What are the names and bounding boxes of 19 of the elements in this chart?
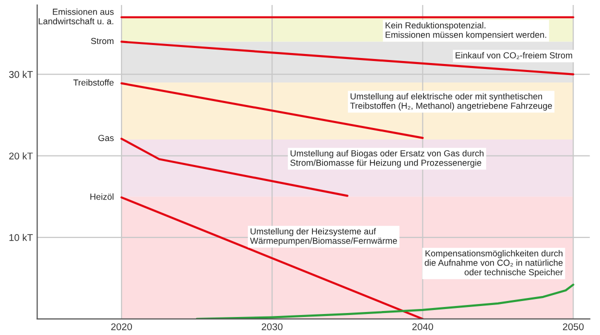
annotation: Kompensationsmöglichkeiten durch die Aufnahme von CO₂ in natürliche oder technische Speicher	[424, 250, 563, 278]
y-tick-label: 30 kT	[9, 70, 33, 78]
annotation: Umstellung auf Biogas oder Ersatz von Gas durch Strom/Biomasse für Heizung und Prozessenergie	[290, 150, 484, 168]
series-label: Emissionen aus Landwirtschaft u. a.	[38, 8, 114, 24]
annotation: Einkauf von CO₂-freiem Strom	[456, 52, 572, 60]
x-tick-label: 2050	[562, 323, 584, 330]
y-tick-label: 10 kT	[9, 234, 33, 242]
x-tick-label: 2030	[262, 323, 283, 330]
series-label: Strom	[91, 38, 114, 44]
y-tick-label: 20 kT	[9, 152, 33, 160]
line-series	[196, 284, 574, 319]
series-label: Heizöl	[90, 193, 114, 200]
series-label: Gas	[98, 134, 114, 142]
series-label: Treibstoffe	[73, 79, 114, 86]
annotation: Umstellung auf elektrische oder mit synthetischen Treibstoffen (H₂, Methanol) angetriebene Fahrzeuge	[350, 93, 552, 111]
annotation: Kein Reduktionspotenzial. Emissionen müssen kompensiert werden.	[386, 22, 546, 40]
x-tick-label: 2040	[412, 323, 434, 330]
annotation: Umstellung der Heizsysteme auf Wärmepumpen/Biomasse/Fernwärme	[250, 228, 397, 246]
x-tick-label: 2020	[111, 323, 132, 330]
